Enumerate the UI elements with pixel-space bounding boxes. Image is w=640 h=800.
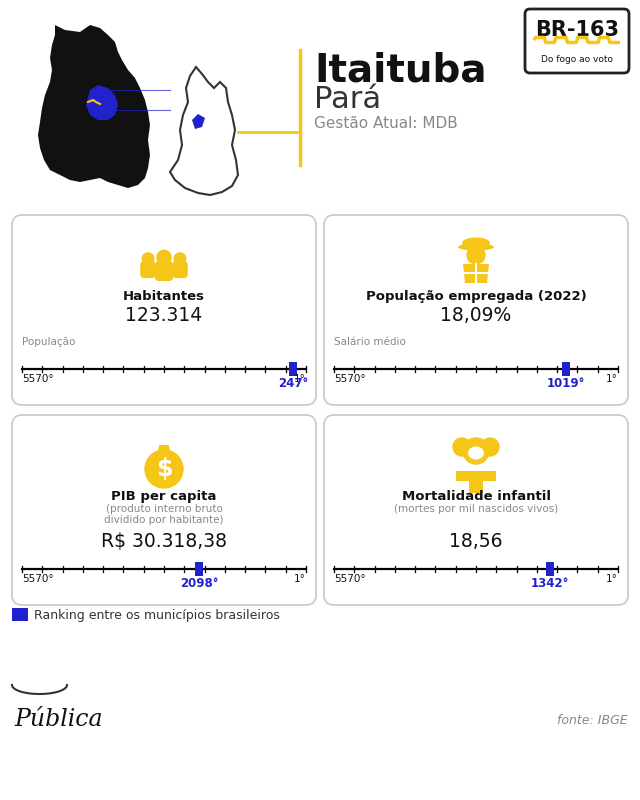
Bar xyxy=(562,362,570,376)
Circle shape xyxy=(463,438,489,464)
Text: (mortes por mil nascidos vivos): (mortes por mil nascidos vivos) xyxy=(394,504,558,514)
Text: Do fogo ao voto: Do fogo ao voto xyxy=(541,55,613,64)
Text: (produto interno bruto: (produto interno bruto xyxy=(106,504,223,514)
Text: 5570°: 5570° xyxy=(22,574,54,584)
Polygon shape xyxy=(158,445,170,452)
Bar xyxy=(546,562,554,576)
Circle shape xyxy=(453,438,471,456)
Text: 18,09%: 18,09% xyxy=(440,306,511,325)
Text: Gestão Atual: MDB: Gestão Atual: MDB xyxy=(314,117,458,131)
Text: 5570°: 5570° xyxy=(334,574,365,584)
Bar xyxy=(469,473,483,493)
Bar xyxy=(289,362,298,376)
FancyBboxPatch shape xyxy=(324,215,628,405)
Text: População empregada (2022): População empregada (2022) xyxy=(365,290,586,303)
FancyBboxPatch shape xyxy=(525,9,629,73)
Text: Pública: Pública xyxy=(14,709,102,731)
Text: 247°: 247° xyxy=(278,377,308,390)
Text: 5570°: 5570° xyxy=(334,374,365,384)
FancyBboxPatch shape xyxy=(12,215,316,405)
Text: População: População xyxy=(22,337,76,347)
Text: Salário médio: Salário médio xyxy=(334,337,406,347)
Text: dividido por habitante): dividido por habitante) xyxy=(104,515,224,525)
Polygon shape xyxy=(463,264,489,283)
Circle shape xyxy=(481,438,499,456)
Text: Pará: Pará xyxy=(314,86,381,114)
Text: 1°: 1° xyxy=(294,574,306,584)
Text: Itaituba: Itaituba xyxy=(314,51,486,89)
Bar xyxy=(12,608,28,621)
Text: PIB per capita: PIB per capita xyxy=(111,490,217,503)
Text: 5570°: 5570° xyxy=(22,374,54,384)
Text: 1342°: 1342° xyxy=(531,577,569,590)
FancyBboxPatch shape xyxy=(12,415,316,605)
Circle shape xyxy=(145,450,183,488)
Circle shape xyxy=(467,246,485,264)
FancyBboxPatch shape xyxy=(140,261,156,278)
Text: fonte: IBGE: fonte: IBGE xyxy=(557,714,628,726)
Text: Mortalidade infantil: Mortalidade infantil xyxy=(401,490,550,503)
Text: 18,56: 18,56 xyxy=(449,532,503,551)
Text: BR-163: BR-163 xyxy=(535,20,619,40)
Polygon shape xyxy=(192,114,205,129)
Circle shape xyxy=(157,250,171,264)
Text: 1°: 1° xyxy=(606,374,618,384)
Text: 1°: 1° xyxy=(606,574,618,584)
Text: Ranking entre os municípios brasileiros: Ranking entre os municípios brasileiros xyxy=(34,609,280,622)
Text: 2098°: 2098° xyxy=(180,577,218,590)
FancyBboxPatch shape xyxy=(324,415,628,605)
FancyBboxPatch shape xyxy=(155,261,173,281)
Bar xyxy=(195,562,203,576)
Polygon shape xyxy=(86,85,118,120)
Text: 1°: 1° xyxy=(294,374,306,384)
Bar xyxy=(456,471,496,481)
Polygon shape xyxy=(38,25,150,188)
Ellipse shape xyxy=(462,238,490,249)
Text: $: $ xyxy=(156,457,172,481)
Ellipse shape xyxy=(458,243,494,250)
Text: 1019°: 1019° xyxy=(547,377,585,390)
Text: R$ 30.318,38: R$ 30.318,38 xyxy=(101,532,227,551)
Ellipse shape xyxy=(468,446,484,459)
Circle shape xyxy=(142,253,154,265)
Circle shape xyxy=(174,253,186,265)
Text: 123.314: 123.314 xyxy=(125,306,203,325)
FancyBboxPatch shape xyxy=(172,261,188,278)
Text: Habitantes: Habitantes xyxy=(123,290,205,303)
